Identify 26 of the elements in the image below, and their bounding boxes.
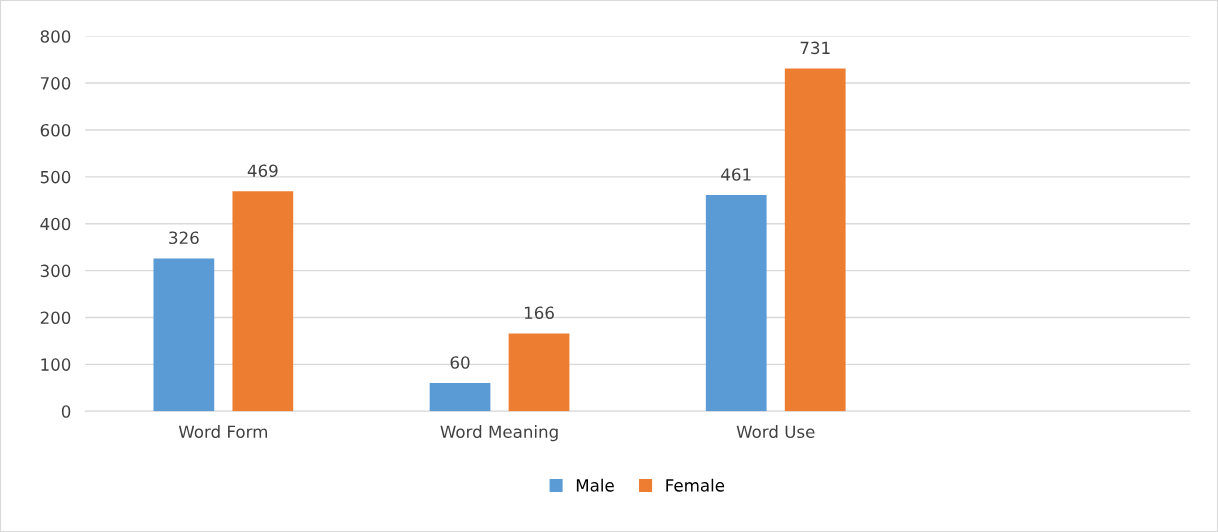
data-label: 60	[450, 356, 470, 369]
y-tick-label: 500	[40, 170, 71, 184]
y-tick-label: 800	[40, 30, 71, 43]
data-label: 469	[247, 164, 278, 178]
data-label: 731	[800, 41, 830, 55]
y-tick-label: 600	[40, 123, 71, 137]
y-tick-label: 200	[40, 311, 71, 325]
y-tick-label: 300	[40, 264, 71, 278]
bar	[429, 383, 491, 412]
x-tick-label: Word Meaning	[440, 425, 558, 442]
bar	[153, 258, 215, 412]
data-label: 166	[524, 306, 554, 320]
data-label: 326	[169, 231, 199, 245]
bar	[232, 191, 294, 412]
y-tick-label: 100	[41, 358, 71, 371]
bar	[784, 68, 846, 412]
x-tick-label: Word Use	[736, 425, 815, 439]
y-tick-label: 0	[61, 405, 71, 418]
bar	[705, 195, 767, 412]
y-tick-label: 700	[40, 77, 71, 90]
y-tick-label: 400	[40, 217, 71, 231]
data-label: 461	[721, 168, 751, 181]
x-tick-label: Word Form	[178, 425, 267, 439]
legend-label: Female	[666, 478, 725, 492]
legend-label: Male	[576, 478, 614, 492]
bar	[508, 333, 570, 412]
